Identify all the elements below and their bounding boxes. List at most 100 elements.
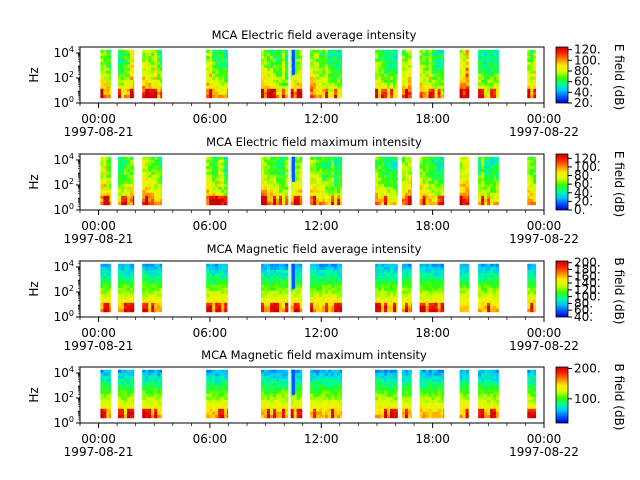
heatmap-cell [468,284,470,289]
heatmap-cell [390,82,394,87]
heatmap-cell [340,287,343,292]
heatmap-cell [282,162,286,167]
heatmap-cell [145,79,149,84]
heatmap-cell [431,94,435,99]
heatmap-cell [148,402,152,407]
heatmap-cell [154,162,158,167]
heatmap-cell [209,296,213,301]
heatmap-cell [468,55,470,60]
heatmap-cell [428,305,432,310]
heatmap-cell [130,64,134,69]
heatmap-cell [422,58,426,63]
heatmap-cell [481,49,485,54]
heatmap-cell [496,159,499,164]
heatmap-cell [103,284,107,289]
heatmap-cell [279,275,283,280]
heatmap-cell [316,165,320,170]
heatmap-cell [130,189,134,194]
heatmap-cell [440,64,444,69]
heatmap-cell [133,296,135,301]
heatmap-cell [527,201,531,206]
heatmap-cell [325,76,329,81]
heatmap-cell [334,186,338,191]
heatmap-cell [124,281,128,286]
heatmap-cell [224,375,228,380]
heatmap-cell [334,162,338,167]
heatmap-cell [293,290,298,295]
heatmap-cell [124,375,128,380]
heatmap-cell [221,186,225,191]
heatmap-cell [118,174,122,179]
heatmap-cell [478,61,482,66]
heatmap-cell [422,85,426,90]
heatmap-cell [224,168,228,173]
heatmap-cell [405,67,409,72]
heatmap-cell [285,159,289,164]
heatmap-cell [212,79,216,84]
heatmap-cell [310,372,314,377]
heatmap-cell [478,287,482,292]
heatmap-cell [267,183,271,188]
heatmap-cell [484,272,488,277]
heatmap-cell [437,275,441,280]
heatmap-cell [148,396,152,401]
heatmap-cell [481,67,485,72]
heatmap-cell [496,275,499,280]
heatmap-cell [148,174,152,179]
heatmap-cell [533,73,537,78]
heatmap-cell [267,174,271,179]
heatmap-cell [121,393,125,398]
heatmap-cell [527,192,531,197]
heatmap-cell [133,263,135,268]
heatmap-cell [160,396,163,401]
heatmap-cell [267,85,271,90]
heatmap-cell [124,293,128,298]
heatmap-cell [381,159,385,164]
heatmap-cell [276,411,280,416]
heatmap-cell [431,55,435,60]
heatmap-cell [419,55,423,60]
heatmap-cell [215,183,219,188]
heatmap-cell [215,192,219,197]
heatmap-cell [273,189,277,194]
heatmap-cell [434,296,438,301]
heatmap-cell [481,85,485,90]
heatmap-cell [154,70,158,75]
heatmap-cell [440,58,444,63]
heatmap-cell [443,49,445,54]
heatmap-cell [465,278,469,283]
heatmap-cell [378,272,382,277]
heatmap-cell [273,305,277,310]
heatmap-cell [261,195,265,200]
heatmap-cell [530,76,534,81]
heatmap-cell [215,296,219,301]
heatmap-cell [160,387,163,392]
heatmap-cell [124,305,128,310]
heatmap-cell [106,278,110,283]
heatmap-cell [337,290,341,295]
heatmap-cell [390,49,394,54]
data-segment [290,49,303,99]
heatmap-cell [282,405,286,410]
heatmap-cell [218,305,222,310]
heatmap-cell [402,183,406,188]
heatmap-cell [459,85,463,90]
heatmap-cell [411,171,412,176]
heatmap-cell [215,372,219,377]
heatmap-cell [100,272,104,277]
heatmap-cell [154,290,158,295]
heatmap-cell [267,296,271,301]
heatmap-cell [490,70,494,75]
heatmap-cell [206,189,210,194]
heatmap-cell [121,55,125,60]
heatmap-cell [411,79,412,84]
heatmap-cell [296,198,301,203]
heatmap-cell [293,372,298,377]
x-tick-label: 06:00 [193,219,228,233]
heatmap-cell [299,189,303,194]
heatmap-cell [493,308,497,313]
heatmap-cell [121,369,125,374]
heatmap-cell [285,85,289,90]
heatmap-cell [124,91,128,96]
heatmap-cell [142,85,146,90]
